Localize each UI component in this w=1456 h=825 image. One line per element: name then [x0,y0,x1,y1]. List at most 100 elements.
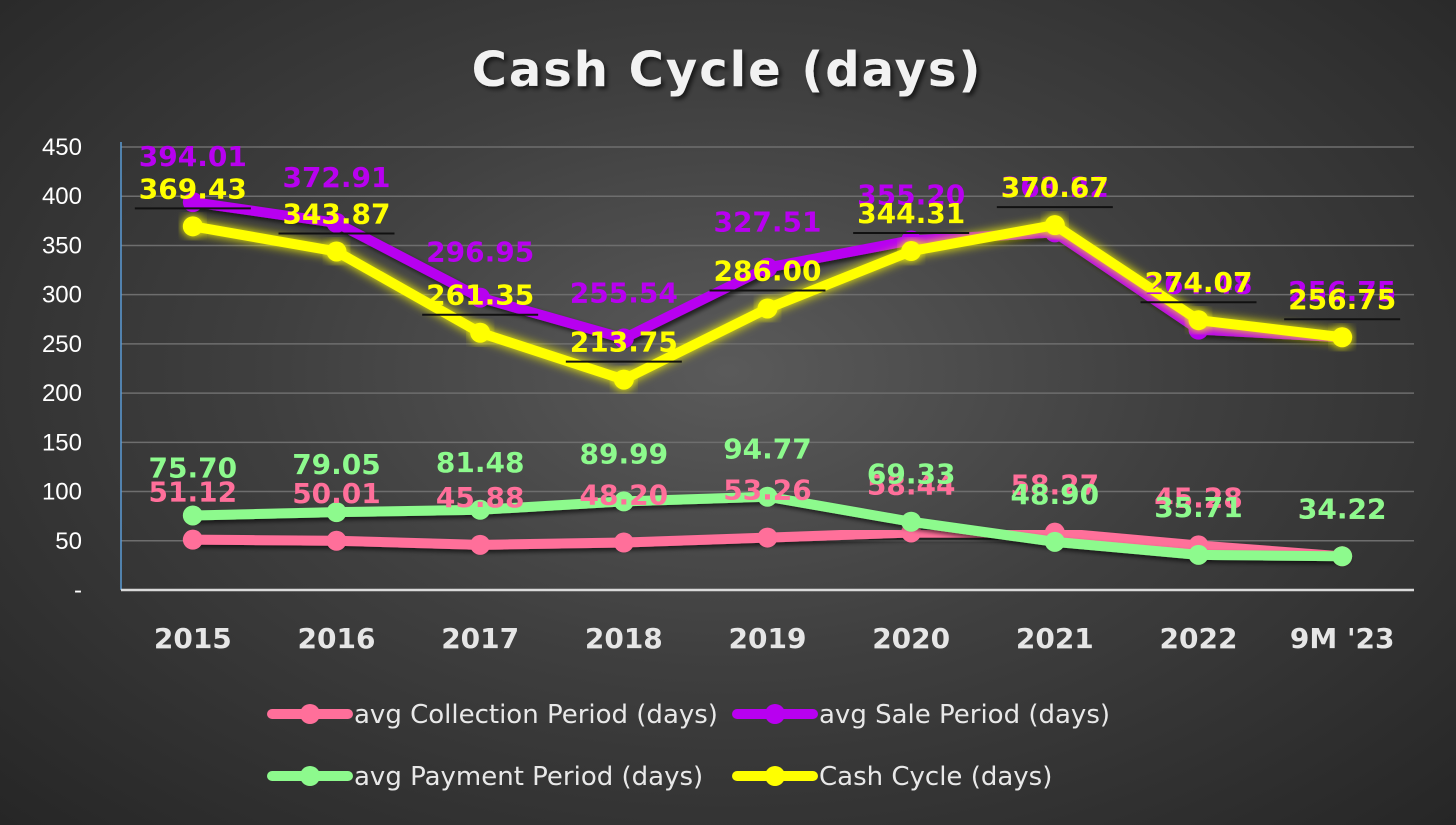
y-tick-label: 150 [42,429,82,456]
x-tick-label: 2016 [298,622,376,655]
data-label: 261.35 [426,279,534,312]
x-tick-label: 2018 [585,622,663,655]
y-tick-label: 350 [42,232,82,259]
data-labels: 51.12 50.01 45.88 48.20 53.26 58.44 58.27 45.28… [134,140,1401,525]
data-point [757,298,778,319]
data-label: 94.77 [723,433,812,466]
x-tick-label: 2015 [154,622,232,655]
data-label: 274.07 [1144,266,1252,299]
series-lines [182,192,1353,567]
data-point [326,502,347,523]
y-tick-label: 100 [42,479,82,506]
y-tick-label: 300 [42,282,82,309]
legend-label: Cash Cycle (days) [819,762,1052,792]
legend-label: avg Sale Period (days) [819,700,1110,730]
data-point [470,322,491,343]
data-label: 75.70 [149,451,238,484]
data-label: 286.00 [713,254,821,287]
data-point [470,287,491,308]
legend-item: avg Collection Period (days) [267,700,718,730]
data-point [470,534,491,555]
legend-label: avg Collection Period (days) [354,700,718,730]
data-label: 45.28 [1154,481,1243,514]
legend-label: avg Payment Period (days) [354,762,703,792]
data-point [901,511,922,532]
data-label: 343.87 [282,197,390,230]
data-point [182,529,203,550]
x-tick-label: 2019 [729,622,807,655]
legend-item: avg Payment Period (days) [267,762,703,792]
data-label: 394.01 [139,140,247,173]
x-tick-label: 2022 [1160,622,1238,655]
data-label: 35.71 [1154,491,1243,524]
data-label: 255.54 [570,276,678,309]
data-point [757,486,778,507]
data-label: 363.22 [1001,170,1109,203]
data-label: 81.48 [436,446,525,479]
data-label: 256.75 [1288,283,1396,316]
data-point [613,491,634,512]
data-label: 34.22 [1298,492,1387,525]
y-tick-label: 50 [55,528,82,555]
data-label: 45.88 [436,481,525,514]
data-label: 355.20 [857,178,965,211]
data-label: 48.20 [580,479,669,512]
data-label: 58.44 [867,468,956,501]
data-label: 213.75 [570,326,678,359]
y-tick-label: 200 [42,380,82,407]
data-point [757,257,778,278]
y-tick-label: 450 [42,134,82,161]
legend-swatch-marker [765,704,785,724]
data-label: 50.01 [292,477,381,510]
data-label: 327.51 [713,206,821,239]
legend-item: Cash Cycle (days) [732,762,1052,792]
data-point [613,369,634,390]
data-point [326,212,347,233]
x-tick-label: 2020 [872,622,950,655]
data-point [1332,546,1353,567]
data-point [1188,544,1209,565]
data-point [613,532,634,553]
data-point [182,216,203,237]
data-label: 79.05 [292,448,381,481]
legend-item: avg Sale Period (days) [732,700,1110,730]
x-tick-label: 9M '23 [1290,622,1395,655]
data-label: 296.95 [426,236,534,269]
chart-title: Cash Cycle (days) [472,42,983,98]
series-cash-cycle-days [182,215,1353,390]
data-label: 344.31 [857,197,965,230]
axes: - 50 100 150 200 250 300 350 400 450 2015 2016 2017 2… [42,134,1414,655]
data-point [1044,215,1065,236]
data-point [1332,327,1353,348]
data-point [470,499,491,520]
data-point [326,241,347,262]
data-label: 370.67 [1001,171,1109,204]
data-point [182,192,203,213]
data-point [613,328,634,349]
data-point [901,241,922,262]
data-point [757,527,778,548]
x-tick-label: 2017 [441,622,519,655]
data-point [326,530,347,551]
data-label: 58.27 [1011,469,1100,502]
legend-swatch-marker [765,766,785,786]
data-label: 89.99 [580,437,669,470]
data-label: 264.48 [1144,268,1252,301]
data-label: 369.43 [139,172,247,205]
data-label: 48.90 [1011,478,1100,511]
data-point [1044,531,1065,552]
legend-swatch-marker [300,766,320,786]
x-tick-label: 2021 [1016,622,1094,655]
data-point [182,505,203,526]
y-tick-label: 250 [42,331,82,358]
data-label: 372.91 [282,161,390,194]
data-label: 256.75 [1288,275,1396,308]
data-label: 34.22 [1298,492,1387,525]
data-point [1188,310,1209,331]
series-avg-payment-period-days [182,486,1353,567]
y-tick-label: - [74,577,82,604]
legend-swatch-marker [300,704,320,724]
data-label: 53.26 [723,474,812,507]
